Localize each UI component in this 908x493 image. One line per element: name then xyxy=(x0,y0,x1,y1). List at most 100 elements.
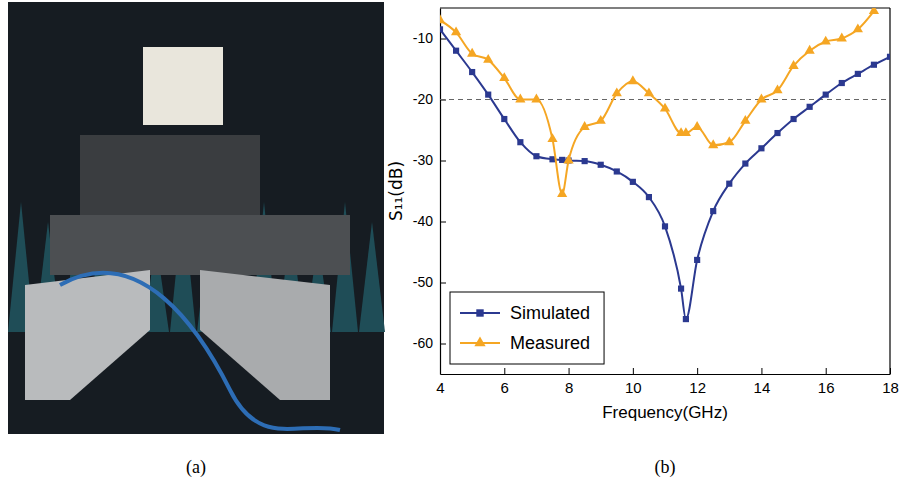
x-tick-label: 18 xyxy=(882,379,899,396)
series-marker xyxy=(440,26,443,32)
series-marker xyxy=(614,168,620,174)
plot-area xyxy=(440,8,890,322)
y-tick: -10 xyxy=(413,30,446,46)
legend-box xyxy=(450,292,604,364)
figure: (a)4681012141618-60-50-40-30-20-10Freque… xyxy=(0,0,908,493)
series-marker xyxy=(563,155,573,164)
x-tick-label: 14 xyxy=(754,379,771,396)
series-marker xyxy=(440,14,445,23)
series-marker xyxy=(823,92,829,98)
x-axis: 4 6 8 10 12 14 16 18 xyxy=(436,368,899,396)
series-marker xyxy=(531,94,541,103)
x-tick: 14 xyxy=(754,368,771,396)
y-tick: -30 xyxy=(413,152,446,168)
x-tick-mark xyxy=(697,368,698,374)
frame-top xyxy=(440,7,890,8)
series-marker xyxy=(839,80,845,86)
photo-panel: (a) xyxy=(8,2,385,478)
x-tick: 10 xyxy=(625,368,642,396)
series-marker xyxy=(740,115,750,124)
series-marker xyxy=(557,188,567,197)
series-marker xyxy=(660,103,670,112)
legend-swatch-marker xyxy=(476,309,483,316)
y-axis-title: S₁₁(dB) xyxy=(386,161,406,221)
x-tick: 6 xyxy=(501,368,509,396)
series-marker xyxy=(596,115,606,124)
y-tick-label: -60 xyxy=(413,335,433,351)
y-tick-mark xyxy=(440,39,446,40)
series-line xyxy=(440,29,890,319)
series-marker xyxy=(756,94,766,103)
series-marker xyxy=(630,179,636,185)
sample-board xyxy=(143,47,223,125)
series-marker xyxy=(533,153,539,159)
series-marker xyxy=(517,139,523,145)
y-tick-label: -30 xyxy=(413,152,433,168)
y-tick-label: -10 xyxy=(413,30,433,46)
y-axis: -60-50-40-30-20-10 xyxy=(413,9,446,375)
x-axis-title: Frequency(GHz) xyxy=(602,403,728,422)
y-tick-mark xyxy=(440,222,446,223)
legend-label: Simulated xyxy=(510,303,590,323)
photo-background xyxy=(8,2,384,434)
series-marker xyxy=(501,116,507,122)
series-marker xyxy=(451,27,461,36)
series-marker xyxy=(708,139,718,148)
series-marker xyxy=(855,71,861,77)
series-marker xyxy=(774,130,780,136)
y-axis-line xyxy=(440,9,441,375)
x-tick-label: 12 xyxy=(689,379,706,396)
series-marker xyxy=(515,94,525,103)
series-marker xyxy=(869,8,879,14)
series-marker xyxy=(772,84,782,93)
series-marker xyxy=(467,48,477,57)
series-marker xyxy=(790,116,796,122)
frame-right xyxy=(889,8,890,374)
series-marker xyxy=(598,162,604,168)
y-tick: -50 xyxy=(413,274,446,290)
x-tick-label: 6 xyxy=(501,379,509,396)
series-marker xyxy=(853,23,863,32)
caption: (a) xyxy=(186,457,206,478)
series-marker xyxy=(837,33,847,42)
series-marker xyxy=(469,69,475,75)
legend: Simulated Measured xyxy=(450,292,604,364)
series-marker xyxy=(788,60,798,69)
cable xyxy=(60,273,340,430)
threshold-line xyxy=(440,99,890,100)
series-marker xyxy=(485,92,491,98)
series-marker xyxy=(726,181,732,187)
series-marker xyxy=(710,208,716,214)
x-tick-label: 8 xyxy=(565,379,573,396)
series-marker xyxy=(821,36,831,45)
y-tick-label: -50 xyxy=(413,274,433,290)
series-marker xyxy=(483,54,493,63)
x-axis-line xyxy=(441,374,891,375)
series-marker xyxy=(644,88,654,97)
horn-right xyxy=(200,270,330,400)
series-marker xyxy=(683,316,689,322)
series-marker xyxy=(628,75,638,84)
x-tick-mark xyxy=(633,368,634,374)
x-tick: 16 xyxy=(818,368,835,396)
series-marker xyxy=(724,136,734,145)
series-marker xyxy=(694,257,700,263)
series-marker xyxy=(582,158,588,164)
x-tick: 12 xyxy=(689,368,706,396)
x-tick-label: 16 xyxy=(818,379,835,396)
series-marker xyxy=(453,48,459,54)
series-marker xyxy=(742,160,748,166)
x-tick-label: 4 xyxy=(436,379,444,396)
series-marker xyxy=(499,72,509,81)
x-tick: 8 xyxy=(565,368,573,396)
series-marker xyxy=(547,133,557,142)
legend-label: Measured xyxy=(510,333,590,353)
series-marker xyxy=(646,194,652,200)
series-marker xyxy=(681,127,691,136)
caption: (b) xyxy=(655,457,676,478)
series-marker xyxy=(871,62,877,68)
absorber xyxy=(359,222,385,332)
y-tick-label: -20 xyxy=(413,91,433,107)
horn-left xyxy=(25,270,150,400)
y-tick-mark xyxy=(440,344,446,345)
